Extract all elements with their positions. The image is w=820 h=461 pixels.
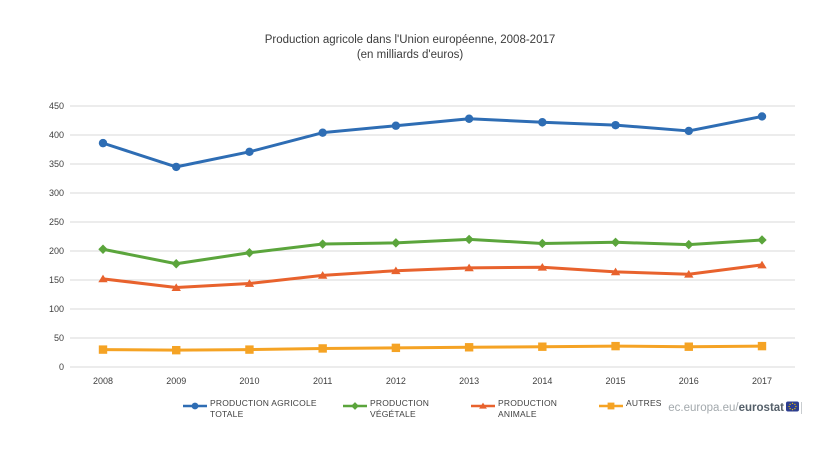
data-point-triangle (98, 274, 108, 283)
legend-item-autres: AUTRES (599, 398, 662, 417)
data-point-diamond (757, 235, 767, 245)
data-point-diamond (391, 238, 401, 248)
data-point-circle (611, 120, 620, 130)
data-point-triangle (464, 263, 474, 272)
data-point-triangle (610, 267, 621, 276)
credit-divider (801, 402, 802, 414)
data-point-square (757, 341, 767, 351)
data-point-triangle (757, 260, 767, 269)
data-point-square (172, 345, 181, 355)
y-tick-label: 400 (49, 130, 64, 140)
legend-item-production-vegetale: PRODUCTION VÉGÉTALE (343, 398, 450, 419)
x-tick-label: 2015 (606, 376, 626, 386)
series-line (101, 344, 764, 352)
data-point-square (464, 343, 474, 352)
data-point-circle (98, 138, 108, 148)
data-point-circle (757, 112, 767, 121)
y-tick-label: 450 (49, 101, 64, 111)
data-point-diamond (98, 244, 108, 254)
x-tick-label: 2017 (752, 376, 772, 386)
y-tick-label: 150 (49, 275, 64, 285)
data-point-circle (391, 121, 401, 130)
y-tick-label: 300 (49, 188, 64, 198)
series-line (101, 263, 764, 290)
legend-label: PRODUCTION ANIMALE (498, 398, 558, 419)
data-point-circle (538, 118, 547, 127)
data-point-circle (684, 126, 693, 136)
data-point-circle (191, 402, 199, 410)
x-tick-label: 2012 (386, 376, 406, 386)
y-tick-label: 0 (59, 362, 64, 372)
data-point-square (98, 345, 108, 354)
line-chart: 0 50 100 150 200 250 300 350 400 450 2008 2009 2010 2… (49, 101, 795, 386)
data-point-diamond (171, 259, 181, 269)
x-tick-label: 2008 (93, 376, 113, 386)
data-point-triangle (684, 270, 694, 278)
data-point-diamond (317, 239, 328, 249)
legend-marker-total-line-icon (183, 399, 207, 417)
x-tick-label: 2016 (679, 376, 699, 386)
eurostat-credit: ec.europa.eu/eurostat (668, 401, 802, 415)
credit-brand: eurostat (738, 402, 784, 414)
data-point-triangle (171, 283, 181, 291)
data-point-square (245, 345, 254, 354)
y-tick-label: 100 (49, 304, 64, 314)
chart-title-block: Production agricole dans l'Union europée… (0, 33, 820, 63)
data-point-square (611, 341, 620, 351)
series-line (101, 114, 764, 169)
legend-marker-autres-line-icon (599, 399, 623, 417)
legend-label: PRODUCTION AGRICOLE TOTALE (210, 398, 317, 419)
y-tick-label: 200 (49, 246, 64, 256)
legend-marker-animale-line-icon (471, 399, 495, 417)
chart-title: Production agricole dans l'Union europée… (264, 34, 556, 46)
x-tick-label: 2014 (532, 376, 552, 386)
data-point-circle (318, 128, 327, 137)
data-point-circle (464, 114, 474, 123)
y-tick-label: 50 (54, 333, 64, 343)
data-point-diamond (610, 237, 621, 247)
x-tick-label: 2009 (166, 376, 186, 386)
data-point-triangle (317, 271, 328, 279)
legend-label: AUTRES (626, 398, 662, 408)
data-point-square (538, 342, 547, 351)
x-tick-label: 2011 (313, 376, 332, 386)
legend-marker-vegetale-line-icon (343, 399, 367, 417)
data-point-square (391, 343, 401, 353)
data-point-triangle (479, 402, 487, 409)
eu-flag-icon (786, 401, 799, 415)
y-tick-label: 250 (49, 217, 64, 227)
legend-item-production-agricole-totale: PRODUCTION AGRICOLE TOTALE (183, 398, 322, 419)
credit-url-prefix: ec.europa.eu/ (668, 402, 739, 414)
x-tick-label: 2013 (459, 376, 479, 386)
data-point-diamond (351, 402, 359, 410)
legend-item-production-animale: PRODUCTION ANIMALE (471, 398, 578, 419)
data-point-diamond (684, 239, 694, 250)
data-point-circle (245, 147, 254, 157)
data-point-square (318, 344, 327, 353)
data-point-diamond (537, 238, 548, 249)
data-point-diamond (464, 234, 474, 245)
series-line (101, 237, 764, 266)
chart-legend: PRODUCTION AGRICOLE TOTALE PRODUCTION VÉ… (183, 398, 662, 419)
legend-label: PRODUCTION VÉGÉTALE (370, 398, 430, 419)
data-point-triangle (244, 279, 255, 287)
data-point-circle (172, 162, 181, 172)
y-tick-label: 350 (49, 159, 64, 169)
chart-subtitle: (en milliards d'euros) (356, 48, 464, 61)
data-point-triangle (391, 266, 401, 275)
data-point-diamond (244, 248, 255, 258)
data-point-square (684, 342, 693, 351)
data-point-square (607, 402, 615, 410)
x-tick-label: 2010 (239, 376, 259, 386)
data-point-triangle (537, 263, 548, 271)
